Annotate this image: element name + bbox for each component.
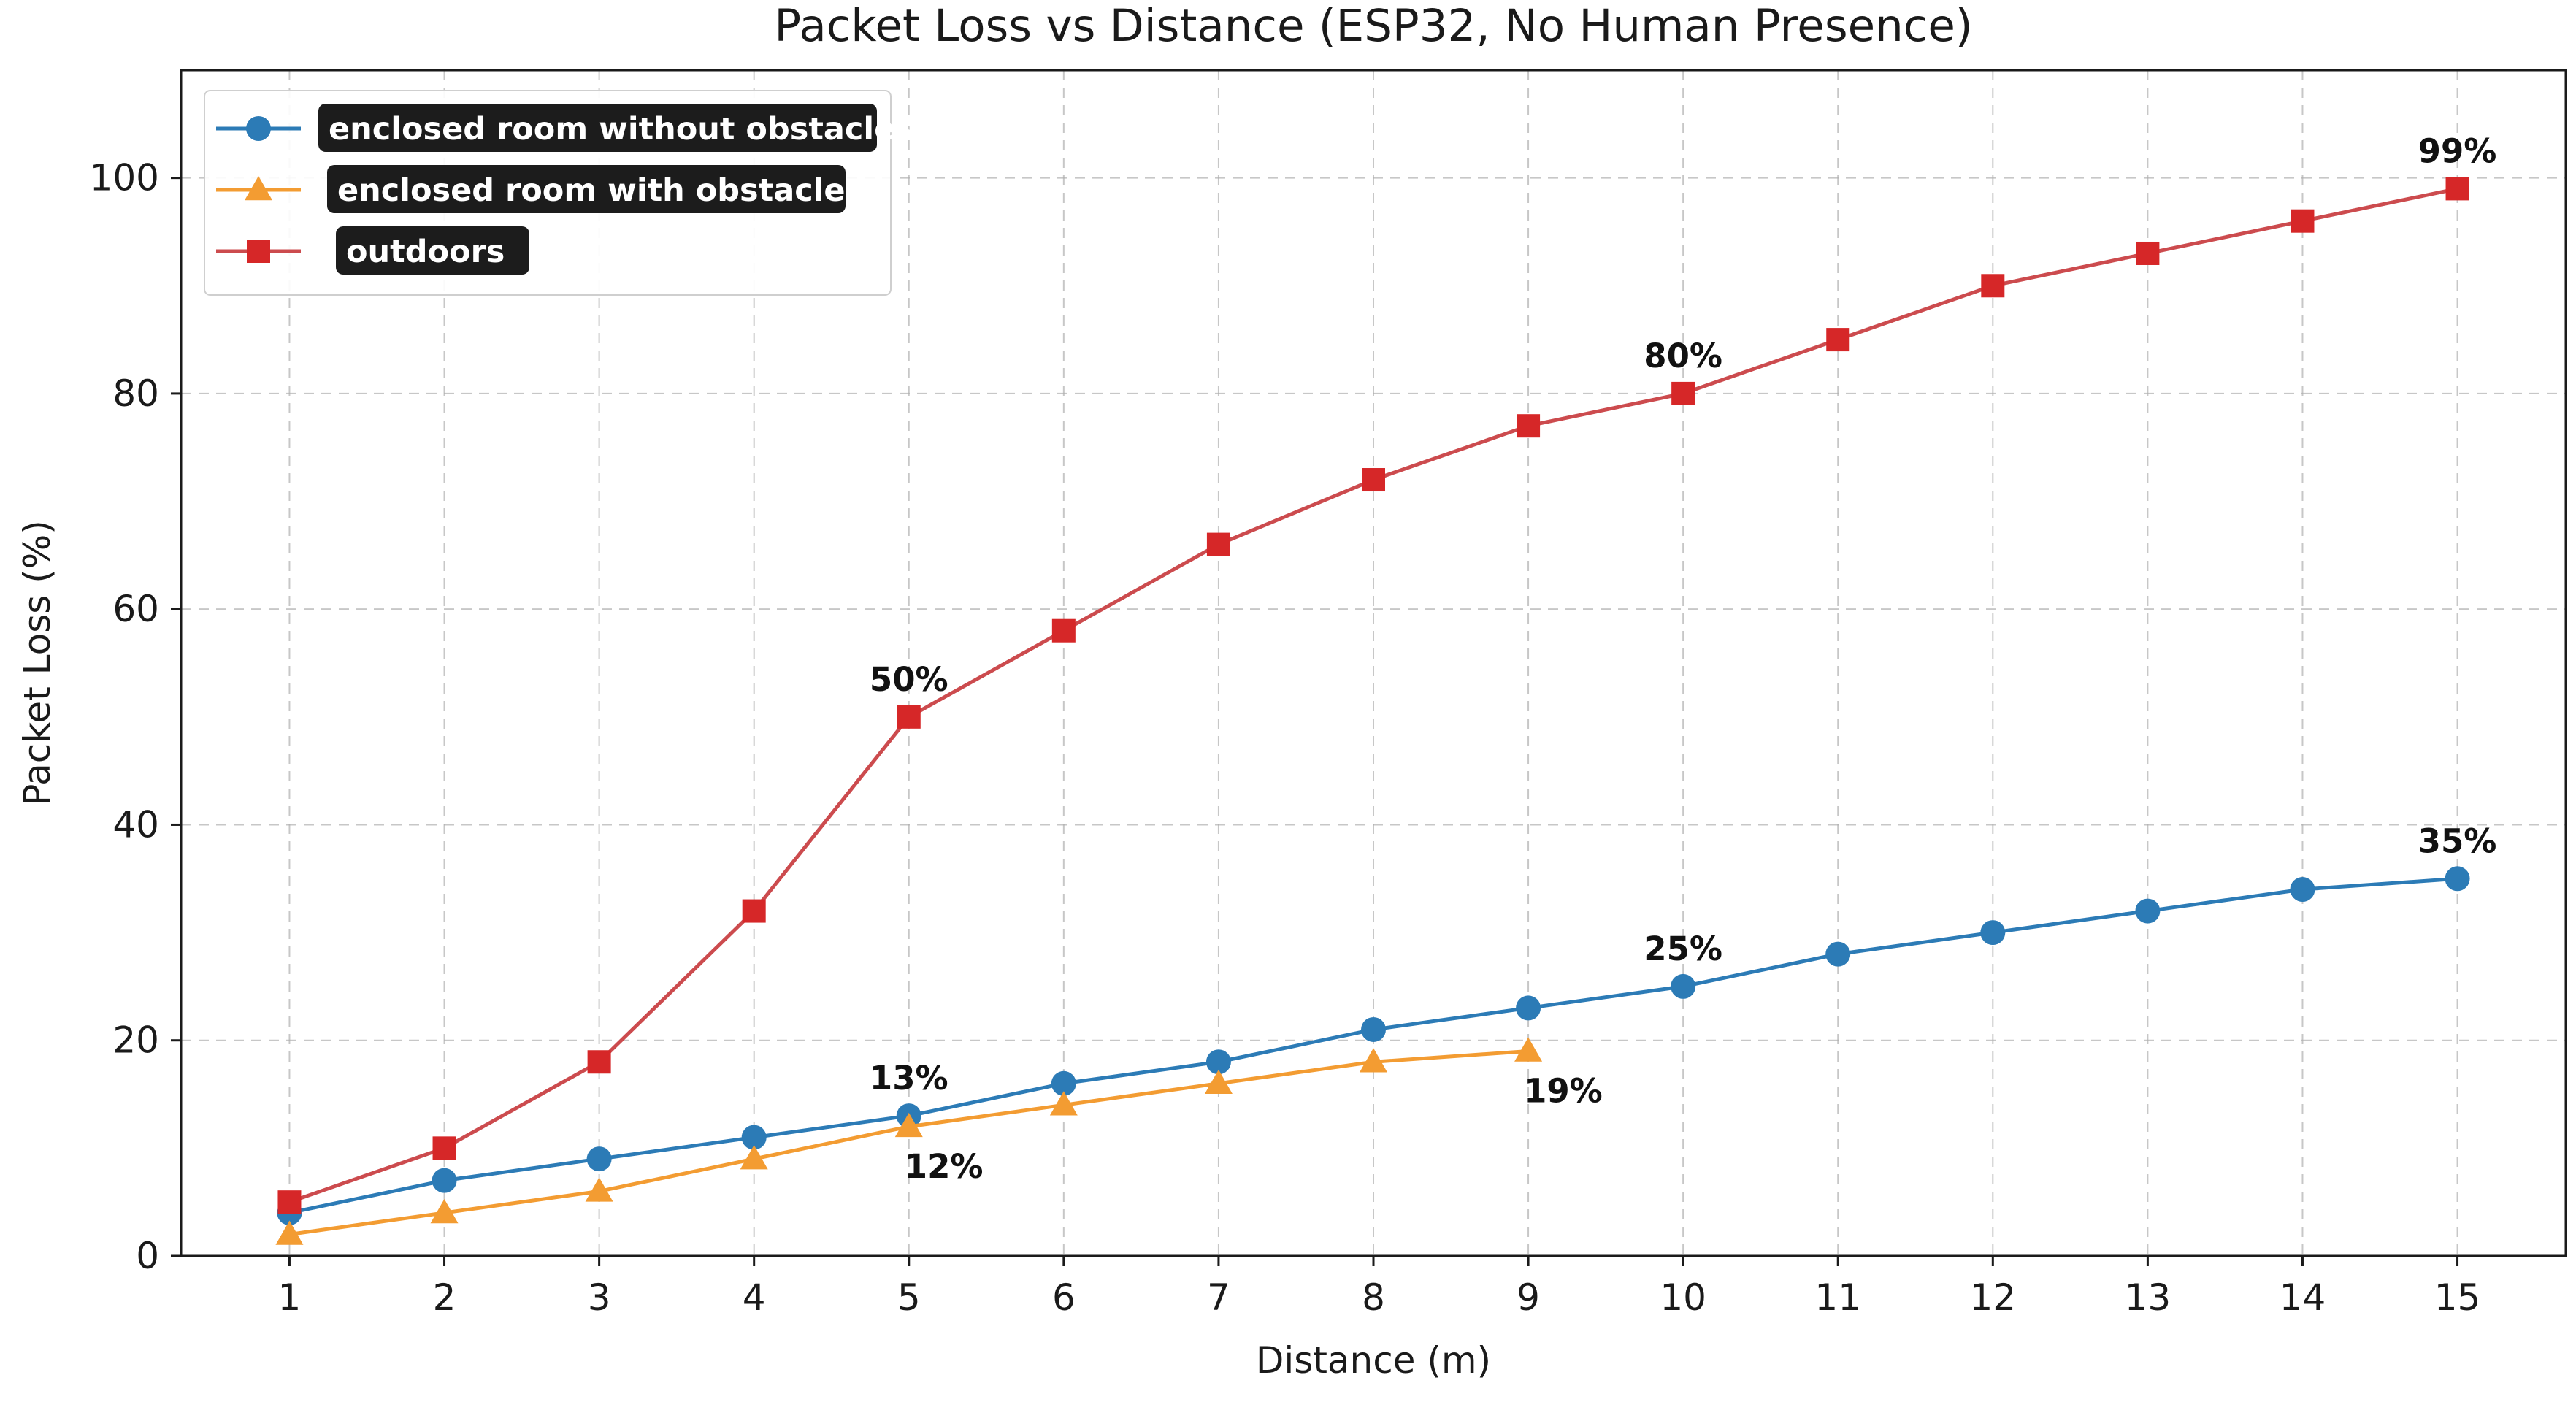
data-point xyxy=(742,899,766,923)
data-label: 80% xyxy=(1644,337,1722,375)
series-2 xyxy=(277,177,2469,1214)
data-point xyxy=(2445,177,2469,201)
y-tick-label: 20 xyxy=(112,1019,159,1062)
data-point xyxy=(1204,1069,1233,1095)
data-point xyxy=(432,1136,456,1160)
legend-label: outdoors xyxy=(346,234,505,270)
chart-title: Packet Loss vs Distance (ESP32, No Human… xyxy=(774,0,1972,52)
data-point xyxy=(741,1125,767,1150)
y-tick-label: 40 xyxy=(112,803,159,846)
data-point xyxy=(2290,877,2315,903)
data-point xyxy=(432,1168,457,1193)
legend-marker xyxy=(247,240,270,263)
data-point xyxy=(1671,381,1695,405)
data-point xyxy=(275,1220,304,1245)
data-point xyxy=(1362,468,1385,492)
data-point xyxy=(2291,209,2315,233)
data-point xyxy=(585,1177,613,1202)
data-point xyxy=(2445,866,2470,892)
data-label: 13% xyxy=(870,1059,948,1098)
x-tick-label: 3 xyxy=(588,1276,611,1319)
data-label: 25% xyxy=(1644,930,1722,968)
data-point xyxy=(1825,941,1851,967)
x-tick-label: 11 xyxy=(1814,1276,1861,1319)
series-layer xyxy=(275,177,2470,1245)
data-label: 50% xyxy=(870,660,948,699)
legend-label: enclosed room without obstacles xyxy=(329,111,914,148)
y-axis-label: Packet Loss (%) xyxy=(16,520,58,806)
data-label: 99% xyxy=(2418,131,2497,170)
data-point xyxy=(1051,618,1076,643)
series-1 xyxy=(275,1037,1543,1245)
x-tick-label: 4 xyxy=(743,1276,766,1319)
data-point xyxy=(277,1190,302,1214)
data-point xyxy=(430,1198,459,1224)
x-tick-label: 12 xyxy=(1969,1276,2016,1319)
data-point xyxy=(586,1146,612,1172)
data-point xyxy=(1205,1049,1231,1075)
legend-label-background xyxy=(318,104,877,152)
legend-marker xyxy=(245,176,272,201)
legend-marker xyxy=(246,116,271,141)
x-axis-label: Distance (m) xyxy=(1256,1339,1491,1382)
y-tick-label: 100 xyxy=(90,157,159,199)
data-label: 35% xyxy=(2418,821,2497,860)
data-point xyxy=(897,705,921,729)
x-tick-label: 14 xyxy=(2280,1276,2326,1319)
data-point xyxy=(1514,1037,1543,1062)
x-tick-label: 7 xyxy=(1207,1276,1230,1319)
data-point xyxy=(1206,532,1230,556)
data-point xyxy=(740,1145,768,1170)
legend-label: enclosed room with obstacles xyxy=(337,172,864,209)
x-tick-label: 13 xyxy=(2125,1276,2171,1319)
legend-label-background xyxy=(327,165,846,213)
data-point xyxy=(1361,1016,1386,1042)
x-tick-label: 2 xyxy=(433,1276,456,1319)
legend-entry: enclosed room without obstacles xyxy=(216,104,914,152)
y-tick-label: 0 xyxy=(136,1235,159,1277)
data-point xyxy=(2135,898,2161,924)
chart-legend: enclosed room without obstacles enclosed … xyxy=(204,90,914,296)
data-label: 12% xyxy=(905,1147,984,1186)
data-point xyxy=(1516,995,1541,1021)
data-point xyxy=(1049,1091,1078,1116)
legend-label-background xyxy=(336,226,529,275)
y-tick-label: 60 xyxy=(112,588,159,630)
legend-entry: outdoors xyxy=(216,226,529,275)
x-tick-label: 1 xyxy=(278,1276,302,1319)
x-tick-label: 5 xyxy=(897,1276,921,1319)
data-point xyxy=(2136,241,2160,265)
data-point xyxy=(1826,328,1850,352)
legend-entry: enclosed room with obstacles xyxy=(216,165,864,213)
data-point xyxy=(1671,973,1696,999)
data-label: 19% xyxy=(1524,1071,1603,1110)
x-tick-label: 6 xyxy=(1052,1276,1076,1319)
data-point xyxy=(1981,274,2005,298)
x-tick-label: 8 xyxy=(1362,1276,1385,1319)
data-labels: 99% 80% 50% 35% 25% 13% 12% 19% xyxy=(870,131,2496,1185)
data-point xyxy=(1051,1070,1076,1096)
data-point xyxy=(1360,1048,1387,1073)
x-tick-label: 9 xyxy=(1517,1276,1540,1319)
series-0 xyxy=(277,866,2470,1225)
y-tick-label: 80 xyxy=(112,372,159,415)
data-point xyxy=(1980,920,2006,946)
x-tick-label: 10 xyxy=(1660,1276,1706,1319)
data-point xyxy=(894,1112,923,1138)
x-tick-label: 15 xyxy=(2434,1276,2481,1319)
data-point xyxy=(587,1050,611,1074)
data-point xyxy=(1517,414,1541,438)
